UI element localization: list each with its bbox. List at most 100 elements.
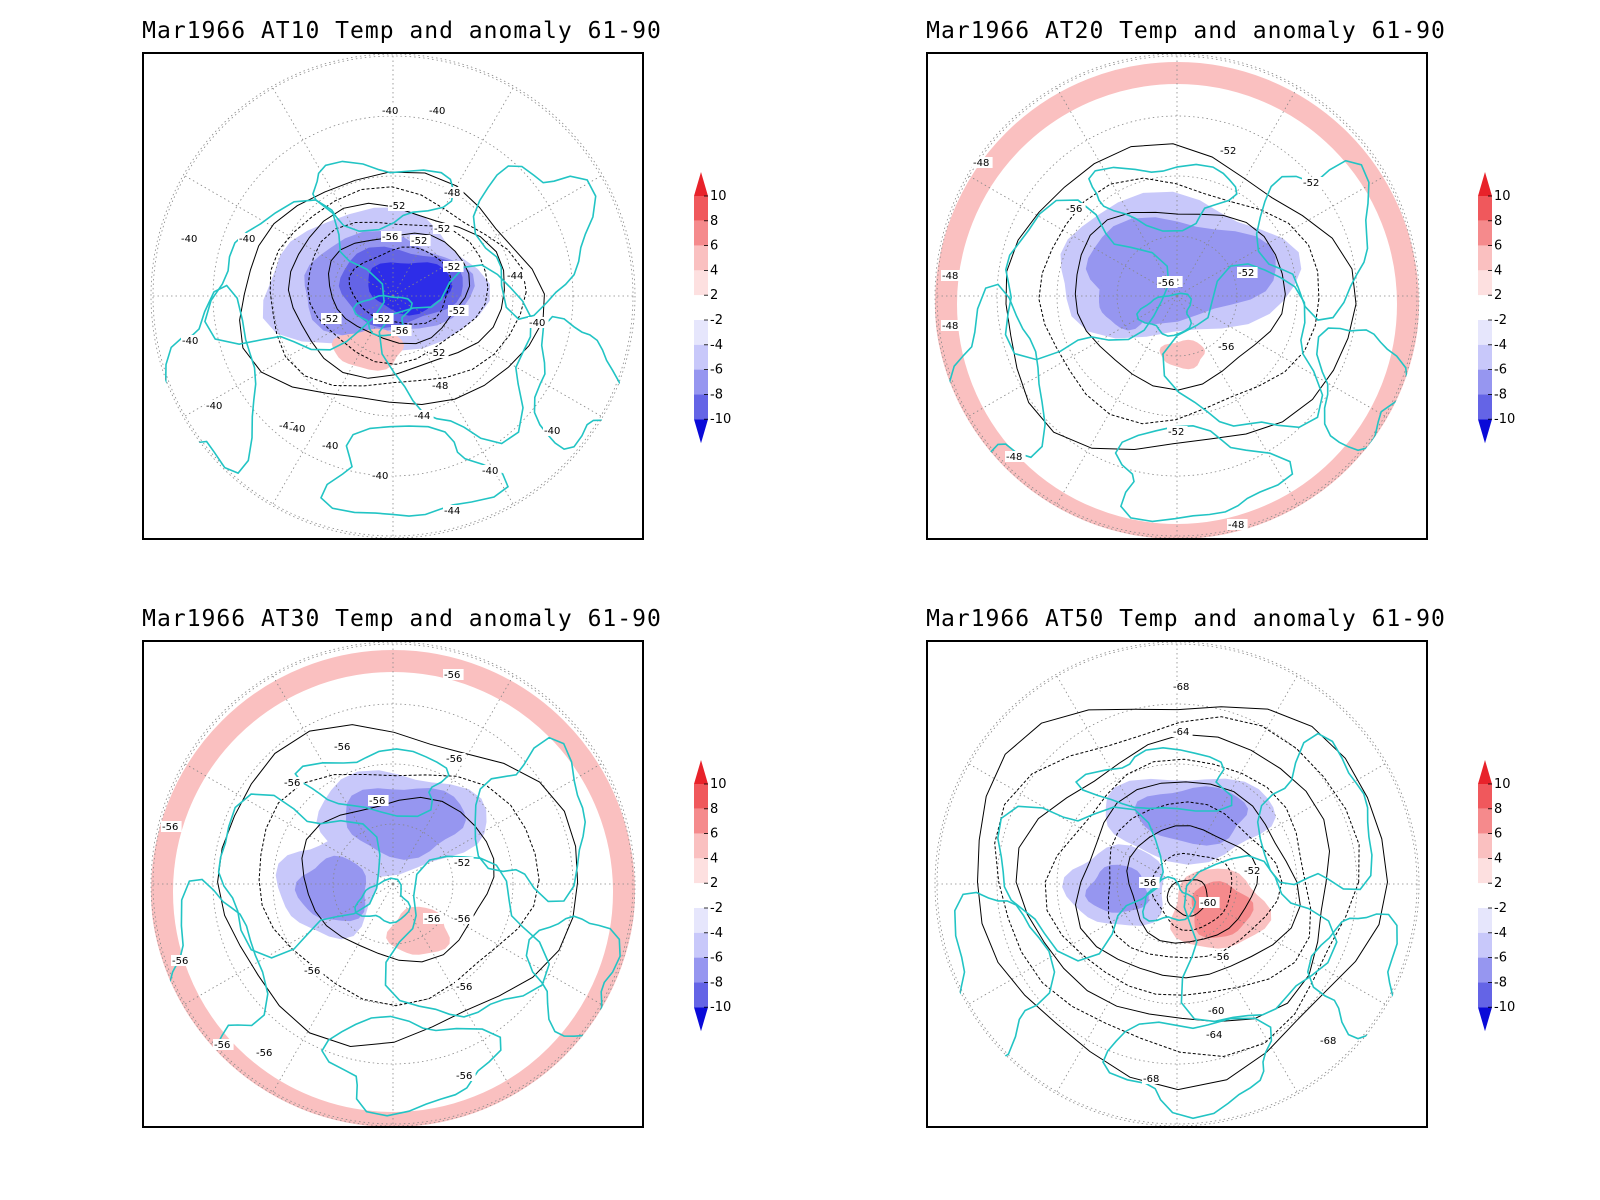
contour-label: -44 bbox=[414, 411, 430, 422]
contour-label-bg bbox=[1217, 341, 1238, 352]
panel-title: Mar1966 AT30 Temp and anomaly 61-90 bbox=[142, 606, 662, 632]
anomaly-colorbar: 10 8 6 4 2 -2 -4 -6 -8 -10 bbox=[1478, 172, 1515, 444]
contour-label-bg bbox=[288, 423, 309, 434]
contour-label: -56 bbox=[172, 956, 188, 967]
coastline bbox=[1136, 292, 1193, 337]
contour-label: -56 bbox=[214, 1040, 230, 1051]
colorbar-swatch bbox=[1478, 784, 1492, 809]
contour-label: -48 bbox=[942, 271, 958, 282]
colorbar-label: -10 bbox=[710, 1000, 731, 1015]
contour-label-bg bbox=[941, 320, 962, 331]
panel-title: Mar1966 AT50 Temp and anomaly 61-90 bbox=[926, 606, 1446, 632]
contour-label: -44 bbox=[444, 506, 460, 517]
map-content bbox=[934, 54, 1420, 538]
coastline bbox=[1180, 854, 1338, 1023]
contour-label-bg bbox=[453, 857, 474, 868]
contour-label-bg bbox=[1172, 681, 1193, 692]
coastline bbox=[217, 793, 381, 959]
colorbar-label: 10 bbox=[710, 777, 727, 792]
contour-label: -52 bbox=[1220, 146, 1236, 157]
colorbar-swatch bbox=[694, 784, 708, 809]
map-content bbox=[150, 642, 636, 1126]
colorbar-arrow-down bbox=[1478, 419, 1492, 444]
contour-label-bg bbox=[433, 223, 454, 234]
colorbar-label: -6 bbox=[710, 363, 723, 378]
contour-label-bg bbox=[1142, 1073, 1163, 1084]
contour-label: -48 bbox=[1006, 452, 1022, 463]
colorbar-swatch bbox=[1478, 957, 1492, 983]
meridian-line bbox=[271, 673, 394, 885]
temperature-contour bbox=[1166, 879, 1208, 917]
temperature-contour bbox=[239, 171, 545, 406]
contour-label-bg bbox=[543, 425, 564, 436]
map-boundary bbox=[150, 642, 636, 1126]
contour-label-bg bbox=[333, 741, 354, 752]
colorbar-label: 8 bbox=[710, 802, 718, 817]
contour-label-bg bbox=[428, 347, 449, 358]
meridian-line bbox=[392, 295, 604, 418]
contour-label: -56 bbox=[1213, 952, 1229, 963]
colorbar-swatch bbox=[1478, 245, 1492, 271]
coastline bbox=[1255, 159, 1370, 321]
contour-label: -52 bbox=[374, 314, 390, 325]
contour-label-bg bbox=[371, 470, 392, 481]
colorbar-label: 2 bbox=[710, 876, 718, 891]
colorbar-label: -10 bbox=[1494, 412, 1515, 427]
panel-title: Mar1966 AT10 Temp and anomaly 61-90 bbox=[142, 18, 662, 44]
contour-label-bg bbox=[373, 313, 394, 324]
contour-label-bg bbox=[1219, 145, 1240, 156]
contour-label-bg bbox=[238, 233, 259, 244]
contour-label-bg bbox=[303, 965, 324, 976]
colorbar-swatch bbox=[694, 932, 708, 958]
contour-label-bg bbox=[1139, 877, 1160, 888]
temperature-contour bbox=[301, 796, 495, 963]
contour-label-bg bbox=[381, 105, 402, 116]
colorbar-label: -10 bbox=[710, 412, 731, 427]
contour-label-bg bbox=[455, 1070, 476, 1081]
contour-label: -52 bbox=[1238, 268, 1254, 279]
colorbar-label: -2 bbox=[710, 901, 723, 916]
colorbar-swatch bbox=[694, 808, 708, 834]
colorbar-label: 4 bbox=[1494, 851, 1502, 866]
contour-label: -56 bbox=[456, 1071, 472, 1082]
coastline bbox=[474, 736, 587, 903]
temperature-contour bbox=[1074, 781, 1301, 979]
contour-label-bg bbox=[1172, 726, 1193, 737]
contour-label-bg bbox=[1227, 519, 1248, 530]
contour-label-bg bbox=[443, 505, 464, 516]
contour-label-bg bbox=[1199, 897, 1220, 908]
anomaly-colorbar: 10 8 6 4 2 -2 -4 -6 -8 -10 bbox=[694, 760, 731, 1032]
colorbar-label: 4 bbox=[710, 263, 718, 278]
coastline bbox=[312, 160, 454, 233]
colorbar-swatch bbox=[1478, 320, 1492, 345]
colorbar-label: -10 bbox=[1494, 1000, 1515, 1015]
temperature-contour bbox=[1107, 801, 1283, 959]
contour-label: -40 bbox=[529, 318, 545, 329]
latitude-circle bbox=[272, 763, 514, 1005]
coastline bbox=[321, 1015, 502, 1117]
contour-label-bg bbox=[448, 305, 469, 316]
contour-label-bg bbox=[1157, 277, 1178, 288]
coastline bbox=[1315, 327, 1409, 452]
contour-label-bg bbox=[1207, 1005, 1228, 1016]
coastline bbox=[354, 877, 412, 924]
anomaly-shading bbox=[1159, 339, 1205, 370]
contour-label-bg bbox=[213, 1039, 234, 1050]
contour-label-bg bbox=[1065, 203, 1086, 214]
coastline bbox=[164, 284, 257, 475]
contour-label: -40 bbox=[372, 471, 388, 482]
contour-label: -68 bbox=[1173, 682, 1189, 693]
contour-label-bg bbox=[283, 777, 304, 788]
contour-label: -64 bbox=[1173, 727, 1189, 738]
colorbar-swatch bbox=[694, 833, 708, 859]
contour-label-bg bbox=[255, 1047, 276, 1058]
colorbar-swatch bbox=[694, 394, 708, 420]
coastline bbox=[1087, 163, 1238, 232]
contour-label-bg bbox=[205, 400, 226, 411]
colorbar-swatch bbox=[1478, 369, 1492, 395]
colorbar-swatch bbox=[1478, 196, 1492, 221]
map-content bbox=[150, 54, 636, 538]
map-panel-at10: Mar1966 AT10 Temp and anomaly 61-90 -40 -… bbox=[142, 0, 922, 580]
colorbar-swatch bbox=[1478, 883, 1492, 908]
contour-label-bg bbox=[181, 335, 202, 346]
